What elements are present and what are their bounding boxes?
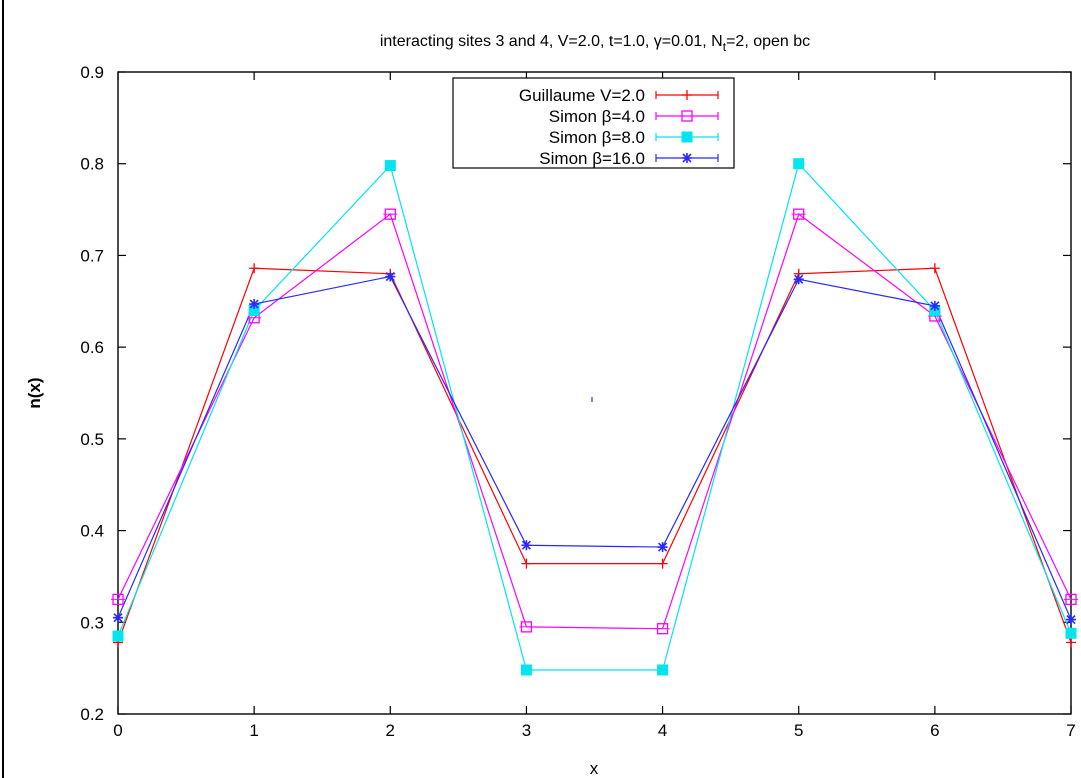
data-point: [384, 160, 396, 172]
x-tick-label: 6: [930, 721, 939, 740]
data-point: [793, 158, 805, 170]
y-tick-label: 0.6: [80, 338, 104, 357]
data-point: [520, 664, 532, 676]
legend-label: Guillaume V=2.0: [519, 86, 645, 105]
data-point: [249, 299, 260, 310]
chart-title-suffix: =2, open bc: [726, 33, 810, 50]
series-markers: [111, 158, 1078, 676]
x-tick-label: 0: [113, 721, 122, 740]
data-point: [111, 593, 125, 606]
data-point: [657, 542, 668, 553]
y-axis-label: n(x): [25, 377, 44, 408]
plot-frame: [117, 71, 1072, 715]
data-point: [249, 263, 260, 274]
y-tick-label: 0.9: [80, 63, 104, 82]
data-point: [1064, 593, 1078, 606]
data-point: [112, 630, 124, 642]
y-tick-label: 0.7: [80, 246, 104, 265]
legend-label: Simon β=8.0: [549, 128, 645, 147]
x-tick-label: 7: [1066, 721, 1075, 740]
legend-label: Simon β=4.0: [549, 107, 645, 126]
data-point: [521, 540, 532, 551]
legend-marker: [681, 131, 693, 143]
data-point: [113, 612, 123, 623]
series-line-0: [117, 267, 1072, 643]
chart-title-subscript: t: [723, 40, 727, 54]
axis-ticks: 0 1 2 3 4 5 6 7 0.2 0.3 0.4 0.5 0.6 0.7 0.8 0.9: [80, 63, 1075, 740]
legend-marker: [682, 90, 692, 100]
legend: Guillaume V=2.0 Simon β=4.0 Simon β=8.0 Sim…: [452, 77, 735, 169]
legend-marker: [682, 153, 692, 163]
x-tick-label: 4: [658, 721, 667, 740]
x-tick-label: 5: [794, 721, 803, 740]
data-point: [383, 208, 398, 220]
series-line-1: [117, 213, 1072, 630]
data-point: [929, 263, 940, 274]
series-lines: [117, 162, 1072, 671]
y-tick-label: 0.5: [80, 430, 104, 449]
x-tick-label: 3: [522, 721, 531, 740]
y-tick-label: 0.8: [80, 155, 104, 174]
left-border-rule: [2, 0, 4, 778]
legend-marker: [680, 110, 694, 122]
data-point: [1066, 637, 1076, 648]
x-tick-label: 2: [386, 721, 395, 740]
x-tick-label: 1: [249, 721, 258, 740]
legend-label: Simon β=16.0: [539, 149, 645, 168]
data-point: [929, 300, 940, 311]
data-point: [519, 621, 534, 633]
data-point: [657, 664, 669, 676]
data-point: [1065, 627, 1077, 639]
data-point: [657, 558, 668, 569]
series-line-2: [117, 162, 1072, 671]
data-point: [1066, 614, 1076, 625]
y-tick-label: 0.4: [80, 522, 104, 541]
data-point: [385, 271, 396, 282]
series-line-3: [117, 275, 1072, 620]
data-point: [655, 623, 670, 635]
data-point: [793, 274, 804, 285]
y-tick-label: 0.2: [80, 705, 104, 724]
data-point: [791, 208, 806, 220]
x-axis-label: x: [590, 759, 599, 778]
y-tick-label: 0.3: [80, 613, 104, 632]
data-point: [521, 558, 532, 569]
chart-title: interacting sites 3 and 4, V=2.0, t=1.0,…: [380, 33, 810, 54]
